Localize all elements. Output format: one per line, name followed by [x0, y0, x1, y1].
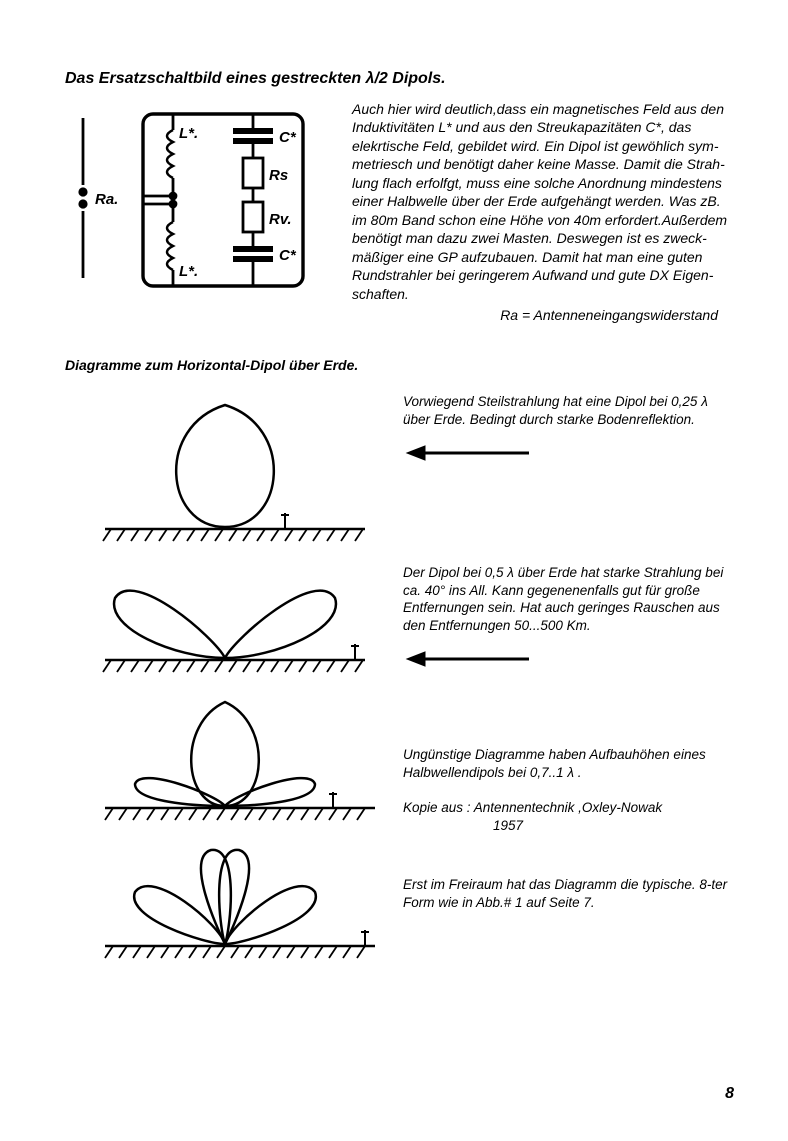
pattern-row: Der Dipol bei 0,5 λ über Erde hat starke…: [65, 558, 738, 678]
label-l-bot: L*.: [179, 263, 198, 280]
pattern-3-caption: Ungünstige Diagramme haben Aufbauhöhen e…: [403, 746, 738, 781]
paragraph-1: Auch hier wird deutlich,dass ein magneti…: [352, 100, 738, 303]
pattern-4-text: Erst im Freiraum hat das Diagramm die ty…: [403, 840, 738, 911]
label-ra: Ra.: [95, 191, 118, 208]
pattern-row: Erst im Freiraum hat das Diagramm die ty…: [65, 840, 738, 965]
pattern-1-caption: Vorwiegend Steilstrahlung hat eine Dipol…: [403, 393, 738, 428]
label-rv: Rv.: [269, 211, 292, 228]
arrow-left-icon: [403, 648, 533, 670]
label-l-top: L*.: [179, 125, 198, 142]
credit-line-1: Kopie aus : Antennentechnik ,Oxley-Nowak: [403, 800, 662, 815]
circuit-and-text-row: Ra. L*. L*.: [65, 100, 738, 303]
subheading: Diagramme zum Horizontal-Dipol über Erde…: [65, 357, 738, 373]
pattern-1-text: Vorwiegend Steilstrahlung hat eine Dipol…: [403, 387, 738, 469]
ra-definition: Ra = Antenneneingangswiderstand: [65, 307, 738, 323]
page-number: 8: [725, 1085, 734, 1103]
label-c-bot: C*: [279, 247, 297, 264]
pattern-row: Ungünstige Diagramme haben Aufbauhöhen e…: [65, 684, 738, 834]
pattern-2-text: Der Dipol bei 0,5 λ über Erde hat starke…: [403, 558, 738, 675]
radiation-pattern-2: [65, 558, 385, 678]
paragraph-block: Auch hier wird deutlich,dass ein magneti…: [352, 100, 738, 303]
page: Das Ersatzschaltbild eines gestreckten λ…: [0, 0, 788, 1141]
equivalent-circuit-diagram: Ra. L*. L*.: [65, 100, 330, 300]
pattern-3-text: Ungünstige Diagramme haben Aufbauhöhen e…: [403, 684, 738, 834]
radiation-pattern-4: [65, 840, 385, 965]
radiation-pattern-3: [65, 684, 385, 829]
credit-line-2: 1957: [493, 818, 523, 833]
radiation-pattern-1: [65, 387, 385, 552]
pattern-row: Vorwiegend Steilstrahlung hat eine Dipol…: [65, 387, 738, 552]
arrow-left-icon: [403, 442, 533, 464]
pattern-4-caption: Erst im Freiraum hat das Diagramm die ty…: [403, 876, 738, 911]
label-rs: Rs: [269, 167, 288, 184]
pattern-2-caption: Der Dipol bei 0,5 λ über Erde hat starke…: [403, 564, 738, 634]
credit-block: Kopie aus : Antennentechnik ,Oxley-Nowak…: [403, 799, 738, 834]
page-title: Das Ersatzschaltbild eines gestreckten λ…: [65, 70, 738, 88]
label-c-top: C*: [279, 129, 297, 146]
